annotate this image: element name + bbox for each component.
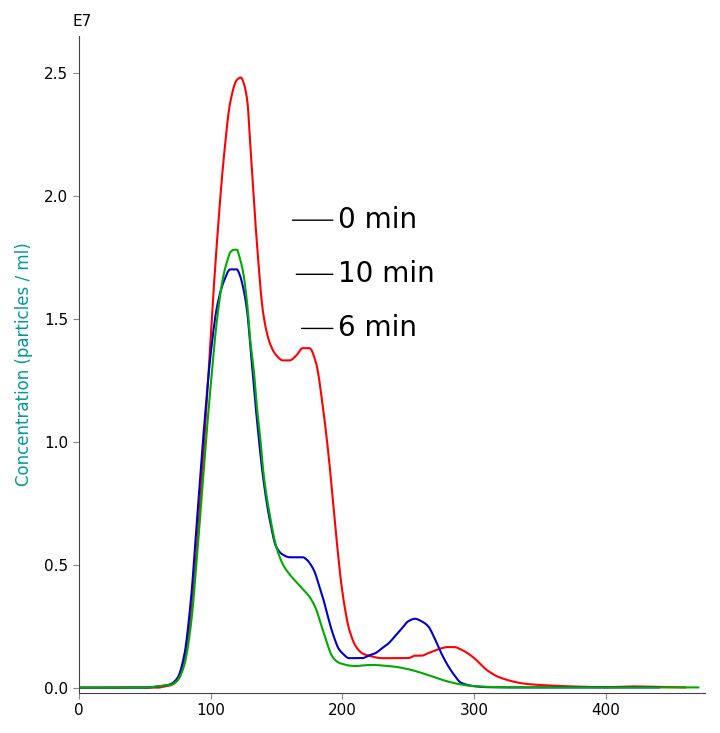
Text: E7: E7 [73, 14, 91, 29]
Y-axis label: Concentration (particles / ml): Concentration (particles / ml) [15, 242, 33, 486]
Text: 10 min: 10 min [297, 260, 435, 288]
Text: 6 min: 6 min [302, 314, 418, 342]
Text: 0 min: 0 min [292, 206, 418, 234]
